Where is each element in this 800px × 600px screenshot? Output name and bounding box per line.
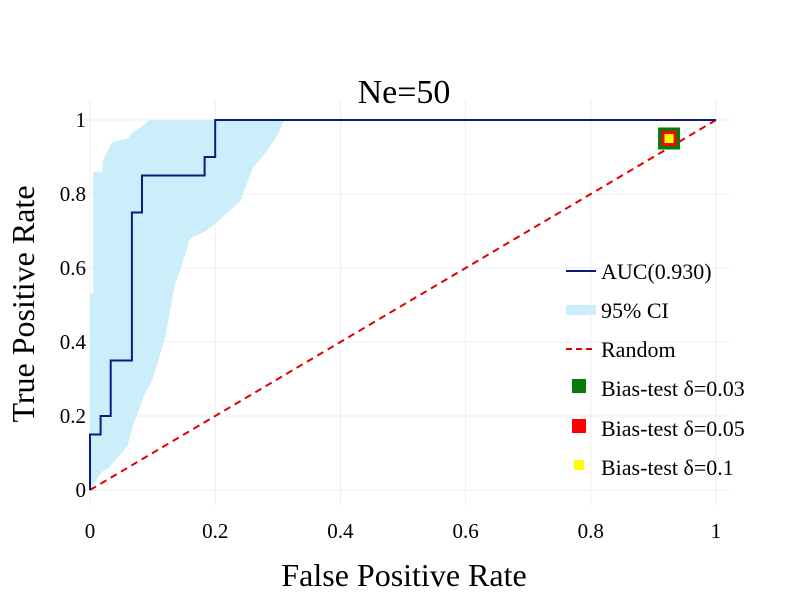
legend-label-bias-005: Bias-test δ=0.05 (601, 416, 745, 441)
y-tick-labels: 0 0.2 0.4 0.6 0.8 1 (60, 108, 87, 502)
x-axis-title: False Positive Rate (281, 557, 526, 593)
y-tick-label: 0.6 (60, 256, 86, 280)
roc-curve (89, 119, 716, 490)
x-tick-label: 0 (85, 519, 96, 543)
legend-label-ci: 95% CI (601, 298, 669, 323)
legend-label-bias-003: Bias-test δ=0.03 (601, 376, 745, 401)
y-tick-label: 0.8 (60, 182, 86, 206)
y-tick-label: 0.4 (60, 330, 87, 354)
x-tick-label: 0.8 (578, 519, 604, 543)
legend-swatch-bias-01 (574, 460, 584, 470)
y-tick-label: 0 (76, 478, 87, 502)
ci-band (90, 120, 716, 490)
legend-label-random: Random (601, 337, 676, 362)
legend-swatch-bias-005 (572, 419, 586, 433)
x-tick-label: 0.4 (327, 519, 354, 543)
legend-label-bias-01: Bias-test δ=0.1 (601, 455, 734, 480)
x-tick-label: 0.2 (202, 519, 228, 543)
random-line (89, 119, 717, 491)
bias-test-marker (664, 134, 674, 143)
x-tick-label: 0.6 (452, 519, 478, 543)
y-tick-label: 0.2 (60, 404, 86, 428)
legend-label-roc: AUC(0.930) (601, 259, 712, 284)
legend-swatch-bias-003 (572, 379, 586, 393)
x-tick-label: 1 (711, 519, 722, 543)
grid (80, 100, 730, 505)
y-tick-label: 1 (76, 108, 87, 132)
y-axis-title: True Positive Rate (5, 185, 41, 422)
bias-test-markers (658, 127, 681, 150)
x-tick-labels: 0 0.2 0.4 0.6 0.8 1 (85, 519, 722, 543)
legend: AUC(0.930) 95% CI Random Bias-test δ=0.0… (566, 259, 745, 480)
chart-title: Ne=50 (358, 74, 451, 111)
